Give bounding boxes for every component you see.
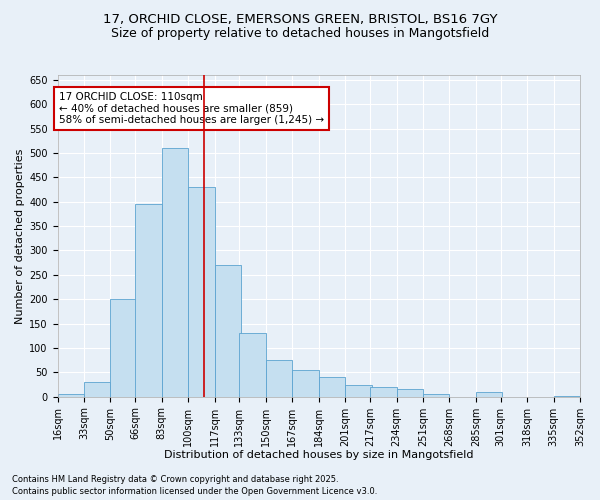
Bar <box>476 392 502 396</box>
Bar <box>266 360 292 397</box>
Bar <box>135 204 162 396</box>
Bar <box>292 370 319 396</box>
Text: Contains public sector information licensed under the Open Government Licence v3: Contains public sector information licen… <box>12 487 377 496</box>
Bar <box>58 394 84 396</box>
Bar <box>162 148 188 396</box>
Bar <box>370 387 397 396</box>
Text: Contains HM Land Registry data © Crown copyright and database right 2025.: Contains HM Land Registry data © Crown c… <box>12 475 338 484</box>
Bar <box>345 384 371 396</box>
Text: 17 ORCHID CLOSE: 110sqm
← 40% of detached houses are smaller (859)
58% of semi-d: 17 ORCHID CLOSE: 110sqm ← 40% of detache… <box>59 92 324 126</box>
Bar <box>84 382 110 396</box>
Bar <box>397 390 423 396</box>
Text: Size of property relative to detached houses in Mangotsfield: Size of property relative to detached ho… <box>111 28 489 40</box>
Bar <box>319 377 345 396</box>
Bar <box>188 187 215 396</box>
Bar <box>215 265 241 396</box>
Text: 17, ORCHID CLOSE, EMERSONS GREEN, BRISTOL, BS16 7GY: 17, ORCHID CLOSE, EMERSONS GREEN, BRISTO… <box>103 12 497 26</box>
Y-axis label: Number of detached properties: Number of detached properties <box>15 148 25 324</box>
Bar <box>239 334 266 396</box>
Bar <box>110 299 137 396</box>
Bar <box>423 394 449 396</box>
X-axis label: Distribution of detached houses by size in Mangotsfield: Distribution of detached houses by size … <box>164 450 473 460</box>
